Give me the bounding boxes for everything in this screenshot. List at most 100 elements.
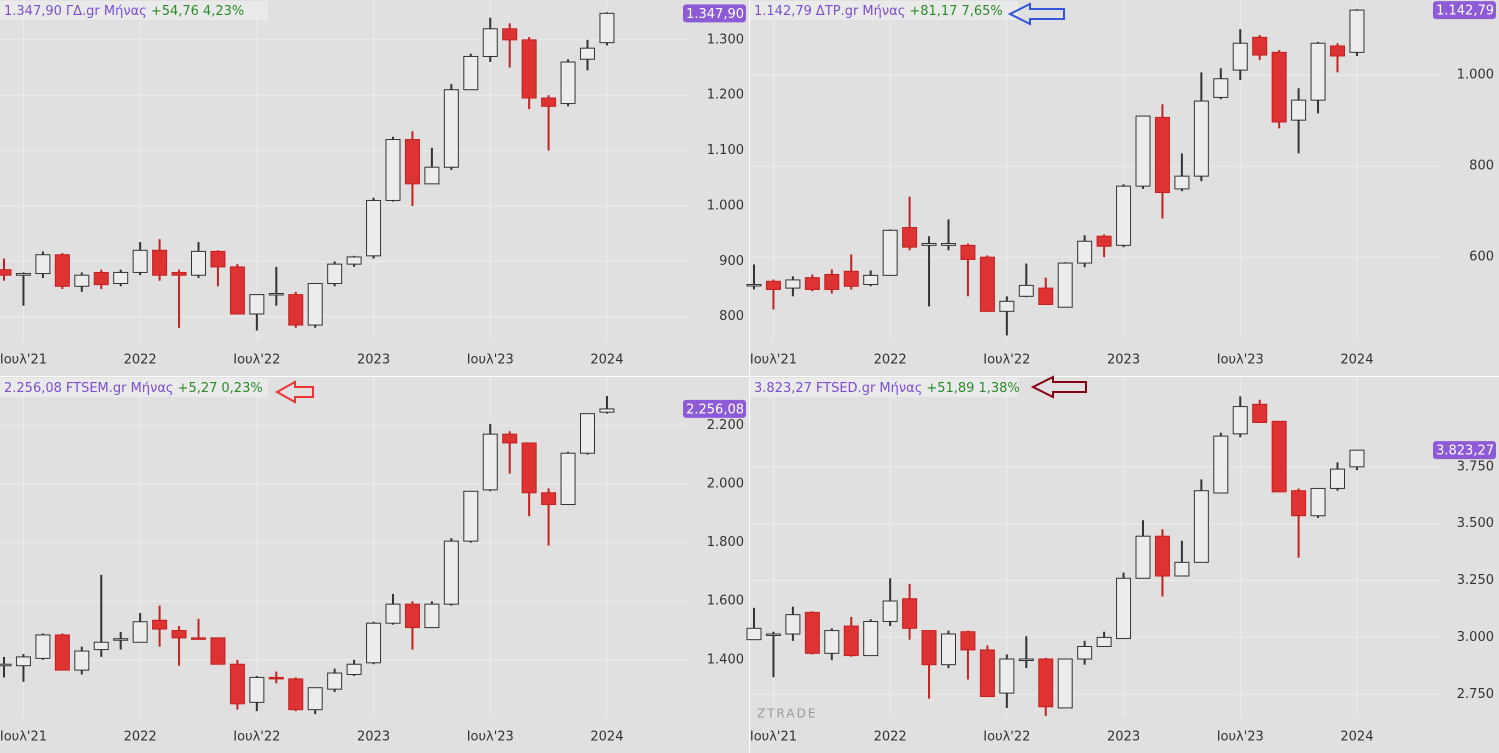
candle-body [1291, 490, 1307, 517]
candle-body [1310, 42, 1326, 101]
last-price-label: 1.347,90 [686, 7, 744, 22]
candle-body [463, 55, 479, 91]
candle-body [1116, 185, 1132, 246]
candle-body [1018, 658, 1034, 662]
candle-body [327, 263, 343, 285]
candle-body [1193, 100, 1209, 177]
candle-body [288, 678, 304, 711]
candle-body [502, 28, 518, 41]
x-tick-label: Ιουλ'23 [1217, 730, 1264, 745]
candle-body [152, 249, 168, 276]
candle-body [346, 663, 362, 676]
candle-body [1038, 287, 1054, 305]
candle-body [1135, 115, 1151, 187]
candle-body [1116, 577, 1132, 640]
arrow [1030, 375, 1087, 399]
x-tick-label: Ιουλ'23 [467, 730, 514, 745]
panel-background [0, 377, 749, 753]
chart-panel: 1.400 1.600 1.800 2.000 2.200 Ιουλ'21 2022 Ιουλ… [0, 377, 749, 753]
y-tick-label: 3.750 [1457, 459, 1494, 474]
last-price-badge [683, 4, 746, 23]
candle-body [1018, 284, 1034, 297]
candle-body [1271, 420, 1287, 493]
last-price-badge [683, 399, 746, 418]
chart-panel: 600 800 1.000 Ιουλ'21 2022 Ιουλ'22 2023 Ιουλ'23… [746, 0, 1499, 376]
candle-body [482, 28, 498, 57]
candle-body [960, 244, 976, 260]
candle-body [210, 637, 226, 665]
candle-body [1174, 175, 1190, 190]
x-tick-label: 2023 [1107, 730, 1140, 745]
candle-body [191, 250, 206, 276]
candle-body [463, 490, 479, 542]
candle-body [171, 630, 187, 639]
candle-body [560, 452, 576, 505]
last-price-label: 1.142,79 [1436, 4, 1494, 19]
watermark: ZTRADE [757, 707, 817, 721]
candle-body [15, 656, 31, 667]
candle-body [191, 637, 206, 640]
y-tick-label: 1.100 [707, 143, 744, 158]
y-tick-label: 1.000 [707, 198, 744, 213]
candle-body [113, 271, 129, 285]
candle-body [541, 492, 557, 506]
candle-body [366, 199, 382, 257]
candle-body [1096, 235, 1112, 247]
x-tick-label: Ιουλ'22 [983, 353, 1030, 368]
header-last-label: 1.142,79 [754, 4, 812, 19]
chart-panel: 2.750 3.000 3.250 3.500 3.750 Ιουλ'21 2022 Ιουλ… [746, 377, 1499, 753]
candle-body [482, 433, 498, 491]
header-name: ΔΤΡ.gr Μήνας [816, 4, 905, 19]
header-change: +51,89 [926, 381, 974, 396]
arrow [274, 380, 314, 404]
y-tick-label: 1.200 [707, 88, 744, 103]
candle-body [804, 611, 820, 654]
candle-body [1330, 45, 1345, 57]
header-background [0, 378, 268, 397]
x-tick-label: Ιουλ'23 [1217, 353, 1264, 368]
header-background [750, 378, 1018, 397]
x-tick-label: 2022 [124, 353, 157, 368]
x-tick-label: Ιουλ'22 [983, 730, 1030, 745]
candle-body [1096, 636, 1112, 647]
header-change-pct: 0,23% [221, 381, 262, 396]
candle-body [229, 663, 245, 705]
candle-body [999, 300, 1015, 312]
candle-body [824, 273, 840, 290]
candle-body [521, 442, 537, 494]
candle-body [54, 634, 70, 671]
header-background [0, 1, 268, 20]
candle-body [35, 254, 51, 275]
candle-body [268, 292, 284, 296]
x-tick-label: Ιουλ'21 [750, 730, 797, 745]
x-tick-label: 2024 [1340, 353, 1373, 368]
candle-body [541, 97, 557, 107]
candle-body [249, 294, 265, 315]
candle-body [74, 274, 90, 287]
header-last-label: 1.347,90 [4, 4, 62, 19]
candle-body [35, 634, 51, 659]
candle-body [93, 641, 109, 651]
candle-body [249, 676, 265, 703]
x-tick-label: Ιουλ'21 [750, 353, 797, 368]
candle-body [1232, 406, 1248, 435]
candle-body [54, 254, 70, 287]
candle-body [979, 256, 995, 312]
candle-body [366, 622, 382, 664]
x-tick-label: 2024 [590, 353, 623, 368]
candle-body [1213, 435, 1229, 494]
candle-body [599, 408, 615, 413]
candle-body [1271, 51, 1287, 123]
y-tick-label: 600 [1469, 250, 1494, 265]
y-tick-label: 800 [1469, 159, 1494, 174]
x-tick-label: 2022 [874, 353, 907, 368]
candle-body [1349, 449, 1365, 468]
candle-body [1330, 468, 1345, 489]
candle-body [1154, 535, 1170, 577]
candle-body [1077, 240, 1093, 264]
candle-body [521, 39, 537, 99]
chart-header: 1.142,79 ΔΤΡ.gr Μήνας +81,17 7,65% [754, 4, 1003, 19]
arrow [1007, 2, 1065, 26]
candle-body [268, 676, 284, 680]
